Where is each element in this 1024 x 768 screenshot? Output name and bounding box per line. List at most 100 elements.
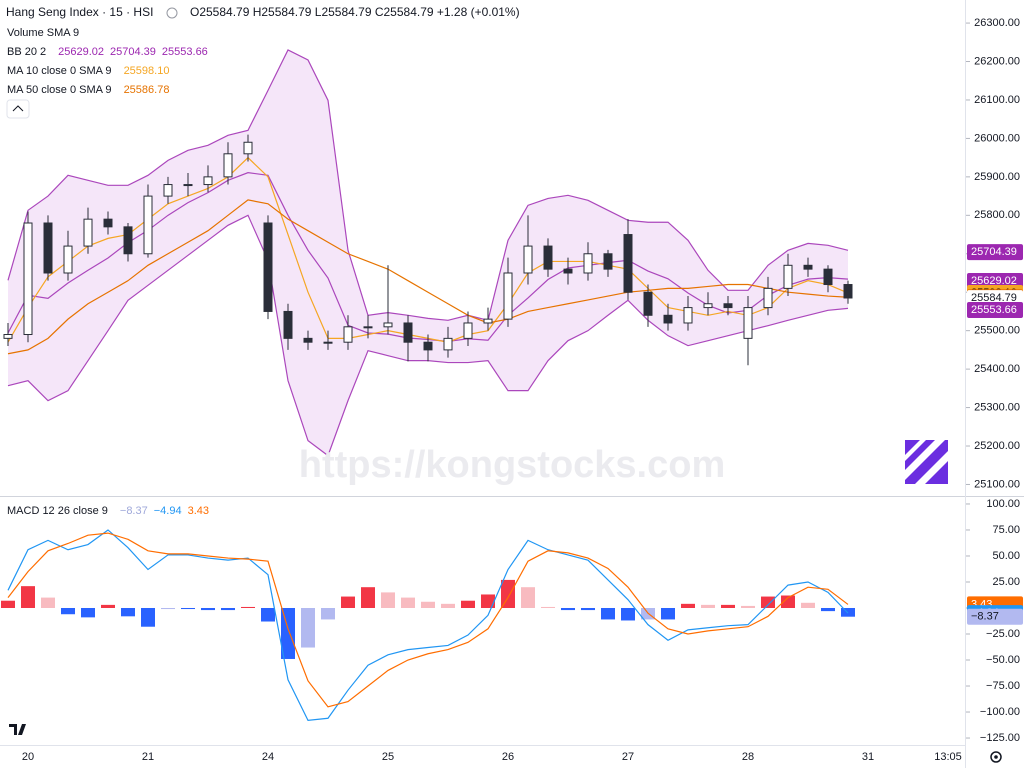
histogram-bar	[1, 600, 15, 608]
candle-body	[383, 322, 393, 328]
histogram-bar	[821, 607, 835, 612]
y-tick-label: 26300.00	[974, 17, 1020, 29]
legend-value: 25704.39	[110, 46, 156, 58]
x-tick-label: 20	[22, 751, 34, 763]
y-tick-label: 26000.00	[974, 132, 1020, 144]
histogram-bar	[61, 607, 75, 615]
y-tick-label: −75.00	[986, 680, 1020, 692]
histogram-bar	[321, 607, 335, 620]
histogram-bar	[721, 604, 735, 608]
histogram-bar	[701, 604, 715, 608]
candle-body	[623, 234, 633, 293]
candle-body	[403, 322, 413, 343]
symbol-title: Hang Seng Index · 15 · HSI	[6, 5, 153, 19]
candle-body	[23, 222, 33, 336]
y-tick-label: −25.00	[986, 628, 1020, 640]
histogram-bar	[41, 597, 55, 608]
histogram-bar	[221, 607, 235, 611]
candle-body	[323, 341, 333, 344]
y-tick-label: −125.00	[980, 732, 1020, 744]
x-tick-label: 25	[382, 751, 394, 763]
logo-stripes	[905, 440, 948, 484]
histogram-bar	[81, 607, 95, 618]
y-tick-label: 25800.00	[974, 209, 1020, 221]
candle-body	[283, 310, 293, 339]
y-tick-label: 75.00	[992, 524, 1020, 536]
watermark: https://kongstocks.com	[299, 444, 726, 486]
value-tag-label: 25553.66	[971, 304, 1017, 316]
value-tag-label: 25629.02	[971, 275, 1017, 287]
collapse-legend-button[interactable]	[6, 99, 30, 119]
candle-body	[643, 291, 653, 316]
gear-center	[994, 755, 998, 759]
candle-body	[743, 307, 753, 339]
legend-label: MA 50 close 0 SMA 9	[7, 84, 112, 96]
bb-upper	[7, 49, 849, 322]
histogram-bar	[181, 607, 195, 610]
candle-body	[503, 272, 513, 320]
visibility-icon[interactable]	[166, 7, 178, 19]
legend-value: 25586.78	[124, 84, 170, 96]
histogram-bar	[661, 607, 675, 620]
y-tick-label: 50.00	[992, 550, 1020, 562]
histogram-bar	[681, 603, 695, 608]
y-tick-label: −50.00	[986, 654, 1020, 666]
histogram-bar	[361, 587, 375, 608]
candle-body	[463, 322, 473, 339]
candle-body	[63, 245, 73, 274]
candle-body	[523, 245, 533, 274]
macd-line	[7, 529, 849, 721]
histogram-bar	[441, 603, 455, 608]
bb-fill	[8, 49, 848, 456]
macd-readout: 3.43	[188, 505, 209, 517]
histogram-bar	[741, 605, 755, 608]
histogram-bar	[541, 606, 555, 608]
legend-label: Volume SMA 9	[7, 27, 79, 39]
candle-body	[423, 341, 433, 351]
settings-gear[interactable]	[990, 751, 1002, 763]
candle-body	[563, 268, 573, 274]
y-tick-label: 25900.00	[974, 171, 1020, 183]
candle-body	[603, 253, 613, 270]
plot-layer	[1, 49, 855, 721]
candle-body	[303, 337, 313, 343]
histogram-bar	[161, 607, 175, 610]
value-tag-label: 25704.39	[971, 246, 1017, 258]
histogram-bar	[521, 587, 535, 608]
gear-icon[interactable]	[990, 751, 1002, 763]
candle-body	[223, 153, 233, 178]
histogram-bar	[341, 596, 355, 608]
histogram-bar	[141, 607, 155, 627]
candle-body	[543, 245, 553, 270]
y-tick-label: 25300.00	[974, 401, 1020, 413]
tv-logo-mark	[9, 724, 26, 735]
histogram-bar	[601, 607, 615, 620]
histogram-bar	[461, 600, 475, 608]
histogram-bar	[401, 597, 415, 608]
candle-body	[363, 326, 373, 329]
value-tag	[967, 302, 1023, 319]
candle-body	[163, 184, 173, 197]
legend-value: 25553.66	[162, 46, 208, 58]
histogram-bar	[281, 607, 295, 659]
brand-logo	[905, 440, 948, 484]
x-tick-label: 13:05	[934, 751, 962, 763]
candle-body	[143, 195, 153, 255]
histogram-bar	[381, 592, 395, 608]
x-tick-label: 31	[862, 751, 874, 763]
candle-body	[443, 337, 453, 351]
ohlc-readout: O25584.79 H25584.79 L25584.79 C25584.79 …	[190, 5, 520, 19]
signal-line	[7, 532, 849, 708]
histogram-bar	[121, 607, 135, 617]
histogram-bar	[621, 607, 635, 621]
collapse-chevron	[12, 105, 24, 112]
candle-body	[123, 226, 133, 255]
histogram-bar	[781, 595, 795, 608]
histogram-bar	[201, 607, 215, 611]
candle-body	[763, 287, 773, 309]
legend-value: 25629.02	[58, 46, 104, 58]
x-tick-label: 24	[262, 751, 274, 763]
y-tick-label: 25200.00	[974, 440, 1020, 452]
histogram-bar	[301, 607, 315, 648]
histogram-bar	[561, 607, 575, 611]
